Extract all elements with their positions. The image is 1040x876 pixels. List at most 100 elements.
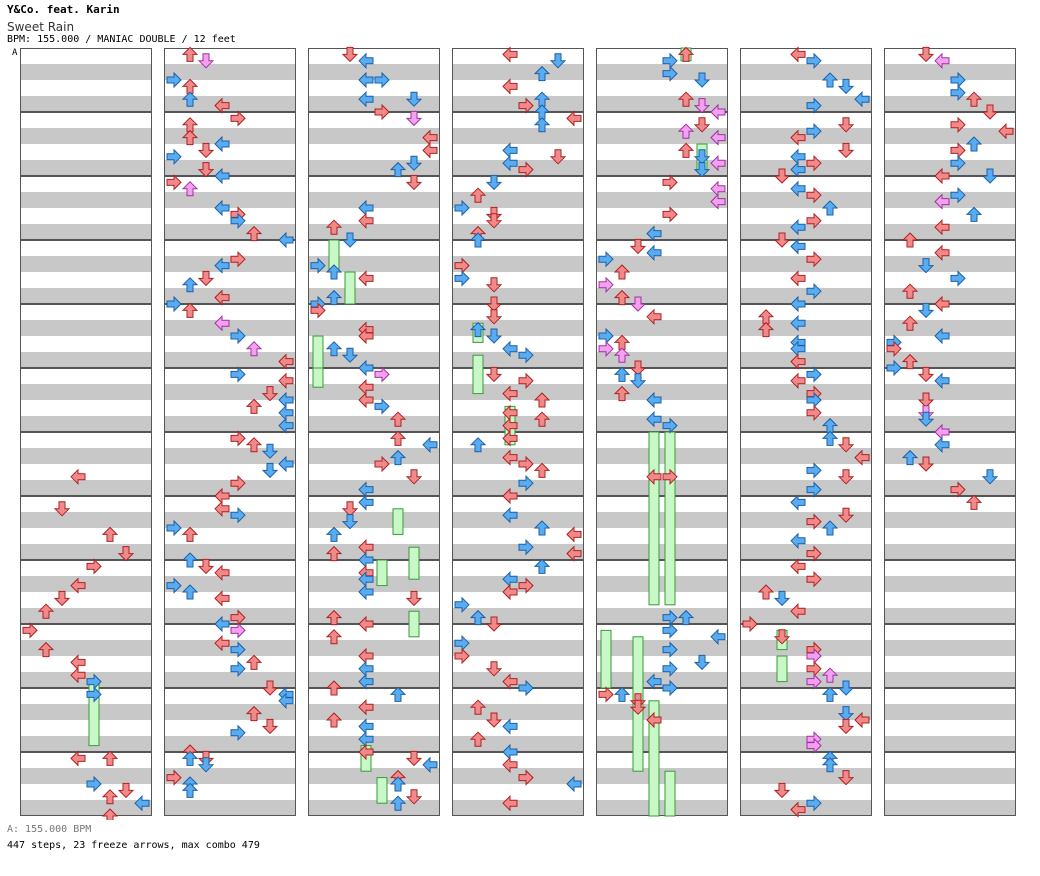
step-arrow (773, 168, 791, 184)
step-arrow (278, 417, 294, 434)
beat-stripe (308, 576, 440, 592)
beat-stripe (164, 512, 296, 528)
step-arrow (502, 154, 518, 172)
beat-stripe (308, 192, 440, 208)
step-arrow (181, 181, 199, 197)
step-arrow (934, 327, 950, 345)
measure-box (596, 112, 728, 176)
beat-stripe (596, 576, 728, 592)
beat-stripe (884, 304, 1016, 320)
step-arrow (166, 519, 182, 537)
step-arrow (181, 526, 199, 542)
step-arrow (549, 53, 567, 69)
step-arrow (389, 411, 407, 427)
beat-stripe (20, 256, 152, 272)
beat-stripe (884, 784, 1016, 800)
beat-stripe (884, 336, 1016, 352)
measure-box (452, 560, 584, 624)
beat-stripe (596, 64, 728, 80)
step-arrow (358, 270, 374, 287)
step-arrow (181, 750, 199, 766)
step-arrow (533, 65, 551, 82)
step-arrow (965, 136, 983, 152)
beat-stripe (740, 208, 872, 224)
beat-stripe (740, 80, 872, 96)
beat-stripe (596, 256, 728, 272)
beat-stripe (596, 480, 728, 496)
measure-box (740, 752, 872, 816)
beat-stripe (164, 560, 296, 576)
beat-stripe (452, 400, 584, 416)
step-arrow (422, 436, 438, 454)
step-arrow (533, 520, 551, 536)
measure-box (740, 688, 872, 752)
beat-stripe (20, 352, 152, 368)
step-arrow (325, 712, 343, 728)
step-arrow (950, 116, 966, 134)
beat-stripe (164, 624, 296, 640)
measure-box (884, 48, 1016, 112)
beat-stripe (884, 464, 1016, 480)
beat-stripe (308, 672, 440, 688)
measure-box (20, 496, 152, 560)
step-arrow (518, 577, 534, 594)
artist-label: Y&Co. feat. Karin (7, 3, 120, 16)
beat-stripe (740, 272, 872, 288)
step-arrow (821, 667, 839, 683)
beat-stripe (740, 192, 872, 208)
beat-stripe (20, 544, 152, 560)
beat-stripe (20, 448, 152, 464)
bpm-marker: A (12, 48, 18, 58)
beat-stripe (164, 432, 296, 448)
beat-stripe (452, 112, 584, 128)
step-arrow (806, 462, 822, 479)
step-arrow (886, 359, 902, 377)
measure-box (308, 560, 440, 624)
step-arrow (485, 213, 503, 229)
beat-stripe (308, 272, 440, 288)
step-arrow (358, 71, 374, 89)
step-arrow (757, 584, 775, 600)
step-arrow (374, 398, 390, 415)
step-arrow (662, 641, 678, 658)
beat-stripe (20, 640, 152, 656)
step-arrow (325, 609, 343, 626)
step-arrow (598, 686, 614, 703)
step-arrow (389, 795, 407, 811)
step-arrow (613, 289, 631, 306)
step-arrow (22, 622, 38, 639)
measure-box (884, 624, 1016, 688)
beat-stripe (740, 160, 872, 176)
step-arrow (214, 590, 230, 607)
beat-stripe (740, 784, 872, 800)
beat-stripe (164, 288, 296, 304)
step-arrow (837, 142, 855, 159)
freeze-arrow (664, 431, 676, 606)
beat-stripe (164, 672, 296, 688)
step-arrow (469, 321, 487, 338)
beat-stripe (308, 352, 440, 368)
step-arrow (502, 583, 518, 601)
beat-stripe (308, 96, 440, 112)
beat-stripe (596, 96, 728, 112)
beat-stripe (452, 608, 584, 624)
measure-box (596, 624, 728, 688)
step-arrow (405, 789, 423, 805)
step-arrow (389, 686, 407, 702)
measure-box (20, 176, 152, 240)
beat-stripe (884, 752, 1016, 768)
step-arrow (806, 545, 822, 562)
step-arrow (854, 90, 870, 108)
step-arrow (613, 347, 631, 363)
step-arrow (821, 430, 839, 446)
beat-stripe (452, 272, 584, 288)
step-arrow (469, 609, 487, 626)
measure-box (884, 496, 1016, 560)
step-arrow (950, 154, 966, 172)
step-arrow (566, 110, 582, 127)
step-arrow (214, 615, 230, 633)
step-arrow (325, 680, 343, 696)
beat-stripe (308, 112, 440, 128)
beat-stripe (452, 640, 584, 656)
step-arrow (374, 366, 390, 383)
